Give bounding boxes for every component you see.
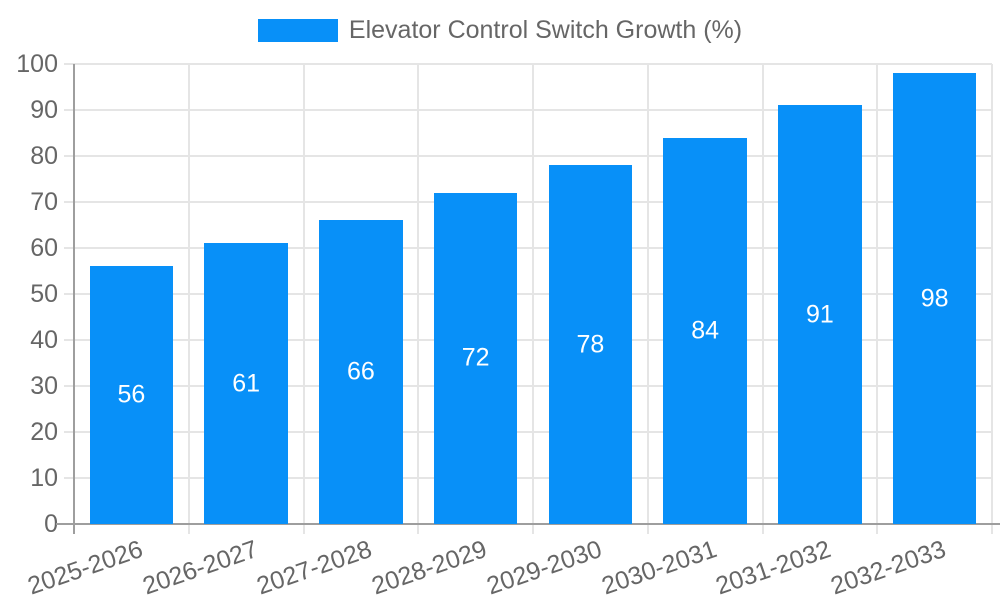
y-axis-tick-label: 100 — [16, 50, 58, 78]
legend-swatch — [257, 19, 338, 42]
x-axis-tick-label: 2025-2026 — [24, 535, 147, 600]
bar — [548, 165, 633, 524]
y-axis-tick-label: 10 — [30, 464, 58, 492]
x-axis-tick-label: 2029-2030 — [483, 535, 606, 600]
y-axis-tick-label: 70 — [30, 188, 58, 216]
bar-value-label: 78 — [576, 330, 605, 359]
bar-value-label: 61 — [232, 369, 260, 398]
y-gridline — [64, 339, 992, 341]
y-gridline — [64, 155, 992, 157]
x-gridline — [991, 64, 993, 534]
bar-value-label: 66 — [346, 357, 375, 386]
y-axis-tick-label: 60 — [30, 234, 58, 262]
x-gridline — [876, 64, 878, 534]
bar — [892, 73, 977, 524]
x-gridline — [303, 64, 305, 534]
y-gridline — [64, 431, 992, 433]
y-gridline — [64, 63, 992, 65]
y-gridline — [64, 293, 992, 295]
y-gridline — [64, 477, 992, 479]
y-axis-line — [73, 64, 75, 534]
y-axis-tick-label: 20 — [30, 418, 58, 446]
x-axis-tick-label: 2026-2027 — [138, 535, 261, 600]
x-axis-tick-label: 2031-2032 — [712, 535, 835, 600]
x-gridline — [188, 64, 190, 534]
y-axis-tick-label: 90 — [30, 96, 58, 124]
x-axis-tick-label: 2028-2029 — [368, 535, 491, 600]
x-gridline — [532, 64, 534, 534]
legend-item[interactable]: Elevator Control Switch Growth (%) — [257, 16, 743, 44]
y-gridline — [64, 109, 992, 111]
x-gridline — [647, 64, 649, 534]
bar — [433, 192, 518, 524]
x-axis-tick-label: 2032-2033 — [827, 535, 950, 600]
bar — [89, 266, 174, 524]
bar-value-label: 72 — [461, 343, 490, 372]
bar-value-label: 84 — [691, 316, 719, 345]
y-axis-tick-label: 50 — [30, 280, 58, 308]
x-axis-line — [56, 523, 1000, 525]
x-gridline — [762, 64, 764, 534]
bar-value-label: 91 — [805, 300, 834, 329]
x-gridline — [417, 64, 419, 534]
legend: Elevator Control Switch Growth (%) — [0, 17, 1000, 44]
bar-value-label: 98 — [920, 284, 949, 313]
bar-value-label: 56 — [117, 380, 146, 409]
y-gridline — [64, 385, 992, 387]
bar — [778, 105, 862, 524]
bar — [663, 137, 747, 524]
bar — [319, 220, 403, 524]
bar — [204, 243, 288, 524]
y-axis-tick-label: 80 — [30, 142, 58, 170]
legend-label: Elevator Control Switch Growth (%) — [348, 16, 743, 44]
y-gridline — [64, 247, 992, 249]
x-axis-tick-label: 2030-2031 — [597, 535, 720, 600]
y-gridline — [64, 201, 992, 203]
x-axis-tick-label: 2027-2028 — [253, 535, 376, 600]
y-axis-tick-label: 30 — [30, 372, 58, 400]
y-axis-tick-label: 40 — [30, 326, 58, 354]
y-axis-tick-label: 0 — [44, 510, 58, 538]
